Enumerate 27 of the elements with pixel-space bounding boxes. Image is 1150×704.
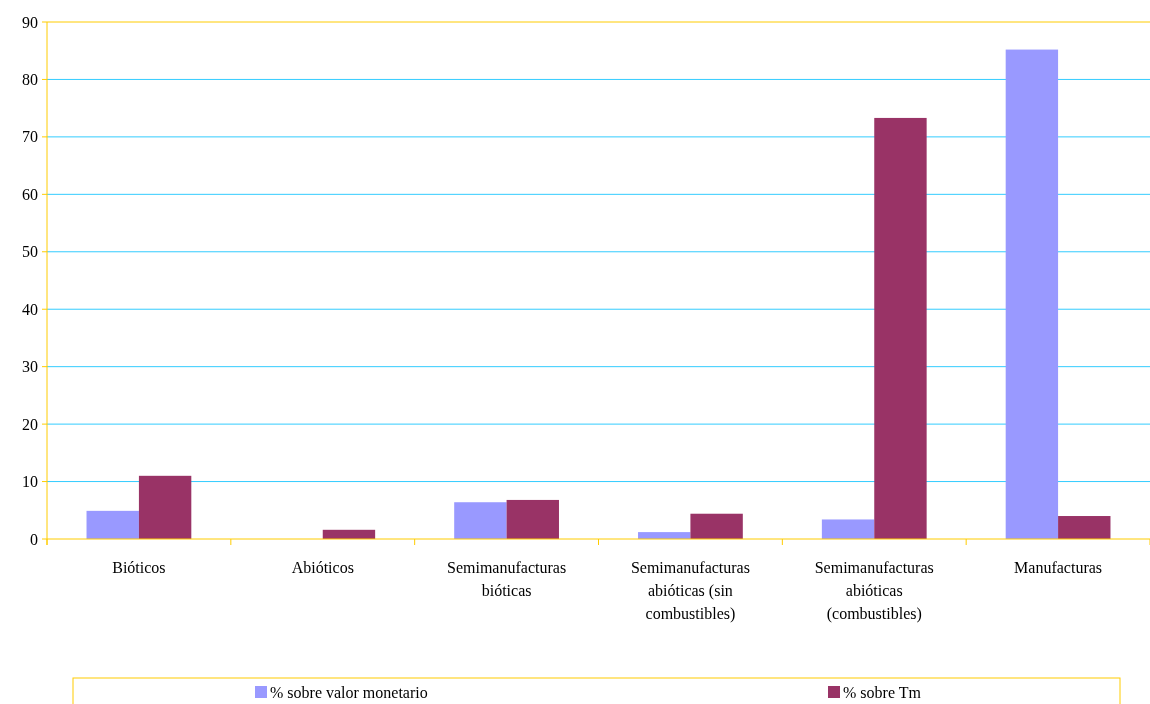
x-tick-label: Manufacturas [1014,559,1103,576]
bar [138,475,192,539]
bar [86,510,139,539]
y-tick-label: 90 [22,13,38,31]
x-tick-label: Semimanufacturas abióticas (combustibles) [814,559,934,623]
y-tick-label: 60 [22,185,38,203]
bar [1005,49,1059,539]
y-tick-label: 70 [22,128,38,146]
x-tick-label: Semimanufacturas bióticas [447,559,567,599]
legend-label: % sobre valor monetario [270,683,428,701]
bar [454,502,507,539]
bar [506,499,559,539]
x-tick-label: Abióticos [291,559,354,576]
y-tick-label: 10 [22,473,38,491]
y-tick-label: 30 [22,358,38,376]
y-tick-label: 20 [22,415,38,433]
legend-label: % sobre Tm [843,683,922,701]
bar [874,117,927,539]
y-tick-label: 0 [30,530,38,548]
y-tick-label: 80 [22,71,38,89]
bar [1058,516,1111,539]
y-tick-label: 40 [22,300,38,318]
x-tick-label: Semimanufacturas abióticas (sin combustibles) [630,559,750,623]
bar [690,513,743,539]
bar [821,519,875,539]
y-tick-label: 50 [22,243,38,261]
x-tick-label: Bióticos [112,559,166,576]
